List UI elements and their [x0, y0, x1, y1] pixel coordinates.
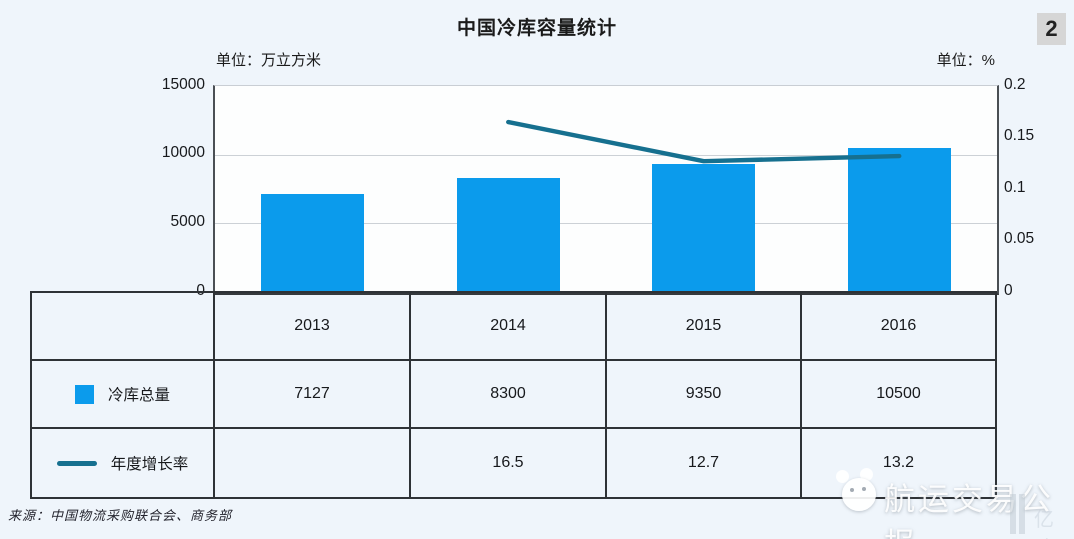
right-axis-tick: 0.2 [1004, 76, 1026, 93]
left-axis-tick: 5000 [170, 213, 205, 230]
year-header: 2014 [409, 291, 607, 361]
right-axis-tick: 0.1 [1004, 179, 1026, 196]
year-header: 2016 [800, 291, 997, 361]
right-axis-tick: 0.05 [1004, 230, 1035, 247]
right-axis-unit-label: 单位：% [936, 52, 995, 69]
left-axis-unit-label: 单位：万立方米 [216, 52, 322, 69]
table-cell: 9350 [605, 359, 802, 429]
table-corner-blank [30, 291, 215, 361]
bar-series-legend-icon [74, 384, 94, 404]
legend-cell-growth: 年度增长率 [30, 427, 215, 499]
table-cell: 16.5 [409, 427, 607, 499]
plot-area [213, 85, 999, 295]
table-cell: 7127 [213, 359, 411, 429]
watermark-bar-icon [1010, 494, 1016, 534]
right-axis-tick: 0 [1004, 282, 1013, 299]
table-cell: 12.7 [605, 427, 802, 499]
left-axis-tick: 0 [196, 282, 205, 299]
table-cell [213, 427, 411, 499]
line-series-label: 年度增长率 [110, 456, 189, 473]
bar-2015 [652, 163, 756, 292]
table-row-years: 2013 2014 2015 2016 [30, 291, 997, 361]
right-axis-tick: 0.15 [1004, 127, 1035, 144]
year-header: 2015 [605, 291, 802, 361]
table-cell: 10500 [800, 359, 997, 429]
table-cell: 13.2 [800, 427, 997, 499]
year-header: 2013 [213, 291, 411, 361]
watermark-logo-icon [836, 468, 886, 516]
line-series-legend-icon [56, 460, 97, 466]
chart-title: 中国冷库容量统计 [456, 18, 617, 39]
watermark-bar-icon [1019, 494, 1025, 534]
bar-2016 [847, 147, 951, 292]
data-table: 2013 2014 2015 2016 冷库总量 7127 8300 9350 … [30, 291, 997, 499]
gridline [215, 223, 997, 225]
table-row-total: 冷库总量 7127 8300 9350 10500 [30, 359, 997, 429]
table-row-growth: 年度增长率 16.5 12.7 13.2 [30, 427, 997, 499]
growth-rate-line [506, 119, 902, 164]
table-cell: 8300 [409, 359, 607, 429]
watermark-secondary-text: 亿欧 [1034, 509, 1054, 539]
source-note: 来源：中国物流采购联合会、商务部 [8, 508, 233, 523]
legend-cell-total: 冷库总量 [30, 359, 215, 429]
left-axis-tick: 10000 [161, 144, 205, 161]
watermark-text: 航运交易公报 [884, 482, 1054, 539]
bar-2014 [456, 178, 560, 292]
bar-series-label: 冷库总量 [107, 387, 170, 404]
gridline [215, 154, 997, 156]
bar-2013 [261, 194, 365, 292]
left-axis-tick: 15000 [161, 76, 205, 93]
page-number-badge: 2 [1037, 13, 1066, 45]
